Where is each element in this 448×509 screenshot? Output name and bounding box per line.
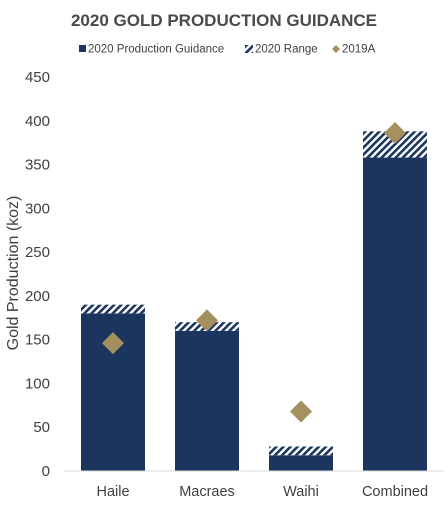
x-axis-labels: Haile Macraes Waihi Combined [96, 484, 428, 500]
legend-item-guidance: 2020 Production Guidance [79, 44, 224, 56]
legend-label-range: 2020 Range [255, 44, 318, 56]
legend-label-2019a: 2019A [342, 44, 376, 56]
y-tick-label: 350 [25, 157, 50, 174]
legend: 2020 Production Guidance 2020 Range 2019… [79, 44, 376, 56]
bar-guidance [175, 330, 239, 471]
y-tick-label: 400 [25, 113, 50, 130]
marker-2019a [384, 122, 406, 145]
y-tick-label: 50 [33, 419, 50, 436]
marker-2019a [290, 400, 312, 423]
bars [81, 131, 427, 471]
bar-guidance [269, 455, 333, 471]
marker-2019a [102, 332, 124, 355]
legend-item-2019a: 2019A [332, 44, 376, 56]
x-tick-label: Macraes [179, 484, 235, 500]
markers-2019a [102, 122, 406, 423]
legend-swatch-guidance [79, 45, 86, 52]
chart-title: 2020 GOLD PRODUCTION GUIDANCE [71, 11, 377, 30]
legend-swatch-2019a [332, 45, 340, 53]
legend-item-range: 2020 Range [245, 44, 318, 56]
bar-range [269, 446, 333, 456]
marker-2019a [196, 309, 218, 332]
y-tick-label: 150 [25, 332, 50, 349]
y-tick-label: 450 [25, 69, 50, 86]
y-tick-label: 100 [25, 375, 50, 392]
legend-swatch-range [245, 45, 253, 53]
bar-range [81, 304, 145, 314]
y-tick-label: 0 [42, 463, 50, 480]
legend-label-guidance: 2020 Production Guidance [88, 44, 224, 56]
bar-guidance [363, 157, 427, 471]
x-tick-label: Combined [362, 484, 428, 500]
y-axis-ticks: 0 50 100 150 200 250 300 350 400 450 [25, 69, 50, 480]
x-tick-label: Haile [96, 484, 129, 500]
x-tick-label: Waihi [283, 484, 319, 500]
y-tick-label: 250 [25, 244, 50, 261]
y-axis-label: Gold Production (koz) [5, 196, 22, 351]
y-tick-label: 200 [25, 288, 50, 305]
y-tick-label: 300 [25, 200, 50, 217]
